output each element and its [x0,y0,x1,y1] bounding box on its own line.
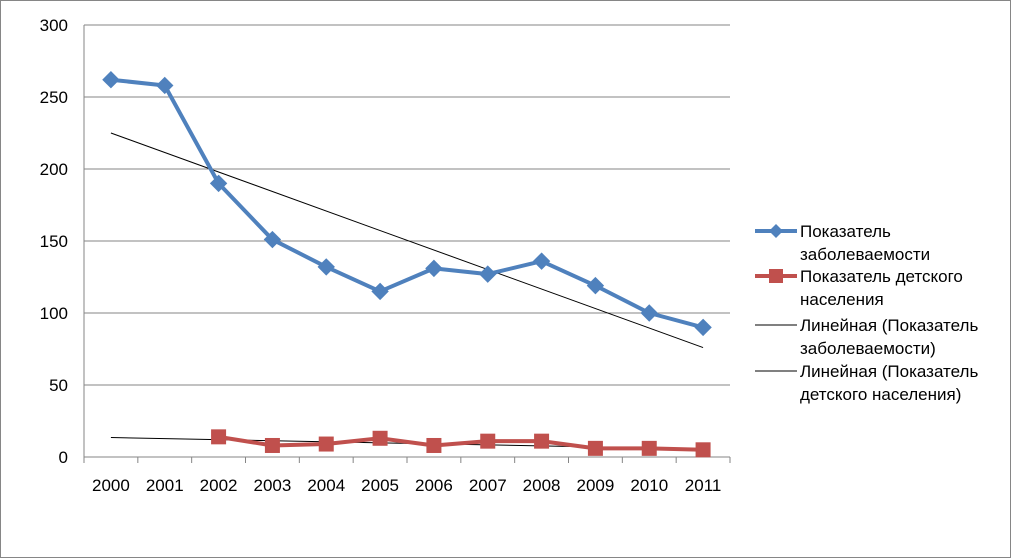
legend-label: Показатель детского [800,267,963,286]
data-point-square [641,440,657,456]
data-point-diamond [640,304,658,322]
x-tick-label: 2005 [361,476,399,495]
data-point-square [587,440,603,456]
x-tick-label: 2009 [577,476,615,495]
y-tick-label: 300 [40,16,68,35]
data-point-diamond [479,265,497,283]
data-point-diamond [371,282,389,301]
y-tick-label: 250 [40,88,68,107]
data-point-square [534,433,550,449]
data-point-diamond [102,71,120,89]
data-point-square [426,437,442,453]
x-tick-label: 2008 [523,476,561,495]
x-tick-label: 2002 [200,476,238,495]
x-tick-label: 2000 [92,476,130,495]
data-point-square [264,437,280,453]
legend-swatch-square [769,269,783,283]
x-tick-label: 2004 [307,476,345,495]
data-point-diamond [156,76,174,95]
data-point-square [695,442,711,458]
data-point-diamond [317,258,335,276]
x-tick-label: 2011 [685,476,722,495]
data-point-square [372,430,388,446]
trendline [110,132,704,349]
legend-label: заболеваемости) [800,339,936,358]
data-point-square [318,436,334,452]
data-point-diamond [263,230,282,249]
data-point-square [211,429,227,445]
legend-label: Линейная (Показатель [800,316,978,335]
legend-swatch-diamond [769,224,783,238]
legend-label: заболеваемости [800,245,930,264]
x-tick-label: 2010 [630,476,668,495]
data-point-diamond [425,259,443,278]
data-point-square [480,433,496,449]
x-tick-label: 2003 [254,476,292,495]
data-point-diamond [209,174,228,193]
data-point-diamond [694,318,712,337]
y-tick-label: 100 [40,304,68,323]
trendlines [110,132,704,450]
y-tick-label: 50 [49,376,68,395]
axes: 0 50 100 150 200 250 300 2000 2001 2002 2003 2004 20… [40,16,731,495]
x-tick-label: 2001 [146,476,184,495]
y-tick-label: 150 [40,232,68,251]
legend-label: детского населения) [800,385,961,404]
legend-label: Показатель [800,222,891,241]
legend-label: Линейная (Показатель [800,362,978,381]
x-tick-label: 2007 [469,476,507,495]
series-line-2 [218,434,704,452]
y-tick-label: 0 [59,448,68,467]
x-tick-label: 2006 [415,476,453,495]
data-point-diamond [586,276,605,295]
data-point-diamond [532,252,551,270]
series-line-1 [110,77,704,330]
legend: Показатель заболеваемости Показатель детск… [755,222,978,404]
legend-label: населения [800,290,884,309]
series [102,71,712,458]
y-tick-label: 200 [40,160,68,179]
gridlines [84,24,730,386]
